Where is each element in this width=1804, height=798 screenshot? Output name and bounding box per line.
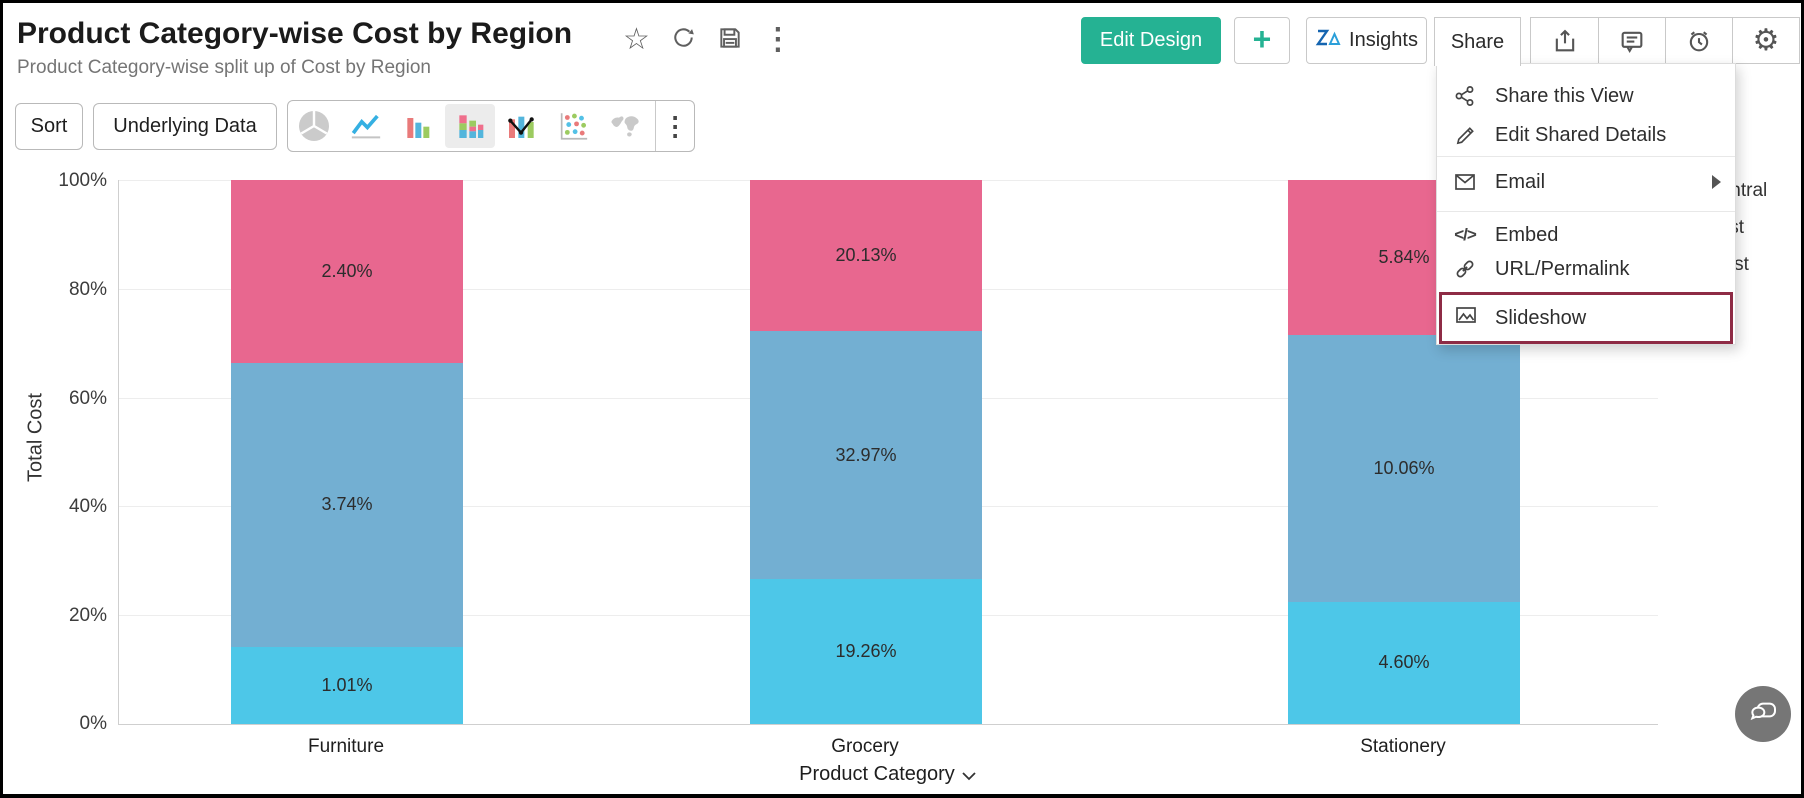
bar-chart-icon[interactable] [393,104,443,148]
bar-segment-central[interactable]: 19.26% [750,579,982,724]
insights-label: Insights [1349,29,1418,51]
y-tick-label: 60% [68,387,107,409]
menu-item-label: Edit Shared Details [1495,123,1667,146]
bar-segment-east[interactable]: 32.97% [750,331,982,580]
menu-item-label: Share this View [1495,84,1634,107]
menu-item-label: URL/Permalink [1495,257,1630,280]
y-tick-label: 0% [79,713,107,734]
bar-grocery: 20.13% 32.97% 19.26% [750,180,982,724]
menu-item-share-this-view[interactable]: Share this View [1437,78,1735,114]
menu-item-url-permalink[interactable]: URL/Permalink [1437,251,1735,287]
page-subtitle: Product Category-wise split up of Cost b… [17,57,431,78]
bar-segment-west[interactable]: 20.13% [750,180,982,332]
x-axis-title-label: Product Category [799,763,955,785]
menu-divider [1437,211,1735,212]
menu-item-slideshow[interactable]: Slideshow [1439,292,1733,344]
menu-item-email[interactable]: Email [1437,164,1735,200]
pie-chart-icon[interactable] [289,104,339,148]
y-tick-label: 100% [58,170,107,191]
x-tick-stationery: Stationery [1360,736,1446,757]
share-button[interactable]: Share [1434,17,1521,66]
alarm-icon[interactable] [1665,18,1732,63]
chat-assistant-button[interactable] [1735,686,1791,742]
title-action-icons: ☆ ⋮ [623,23,793,57]
menu-item-embed[interactable]: </> Embed [1437,217,1735,253]
x-tick-grocery: Grocery [831,736,899,757]
chart-type-switcher: ⋮ [287,100,695,152]
segment-label: 10.06% [1373,457,1435,478]
bar-segment-east[interactable]: 10.06% [1288,334,1520,602]
insights-button[interactable]: Insights [1306,17,1427,64]
bar-segment-west[interactable]: 2.40% [231,180,463,363]
segment-label: 1.01% [321,675,373,696]
gear-icon[interactable]: ⚙ [1732,18,1799,63]
star-icon[interactable]: ☆ [623,23,650,56]
y-tick-label: 40% [68,496,107,518]
comment-icon[interactable] [1598,18,1665,63]
x-axis-title-dropdown[interactable]: Product Category [118,763,1658,786]
menu-item-label: Slideshow [1495,306,1587,329]
bar-furniture: 2.40% 3.74% 1.01% [231,180,463,724]
toolbar-separator [655,101,657,151]
edit-design-button[interactable]: Edit Design [1081,17,1221,64]
menu-item-label: Email [1495,170,1546,193]
bar-segment-central[interactable]: 4.60% [1288,601,1520,724]
menu-divider [1437,156,1735,157]
pencil-icon [1452,124,1478,147]
menu-item-label: Embed [1495,223,1559,246]
stacked-bar-chart-icon[interactable] [444,104,495,148]
segment-label: 3.74% [321,494,373,515]
envelope-icon [1452,170,1478,194]
slideshow-icon [1454,303,1478,333]
underlying-data-button[interactable]: Underlying Data [93,103,277,150]
scatter-chart-icon[interactable] [548,104,598,148]
bar-line-chart-icon[interactable] [497,104,547,148]
share-dropdown-menu: Share this View Edit Shared Details Emai… [1436,63,1736,345]
y-axis-title: Total Cost [24,393,47,482]
y-tick-label: 20% [68,605,107,627]
link-icon [1452,257,1478,281]
chat-bubbles-icon [1747,697,1779,732]
bar-segment-east[interactable]: 3.74% [231,362,463,648]
plot-area: 100% 80% 60% 40% 20% 0% 2.40% 3.74% 1.01% 20.13… [58,170,1658,734]
code-icon: </> [1454,225,1477,244]
bar-segment-central[interactable]: 1.01% [231,647,463,724]
kebab-menu-icon[interactable]: ⋮ [762,23,793,56]
segment-label: 32.97% [835,444,897,465]
submenu-arrow-icon [1712,175,1721,189]
segment-label: 5.84% [1378,246,1430,267]
more-chart-types-icon[interactable]: ⋮ [662,110,689,141]
add-button[interactable]: + [1234,17,1290,64]
x-tick-furniture: Furniture [307,736,385,757]
segment-label: 4.60% [1378,652,1430,673]
page-title: Product Category-wise Cost by Region [17,17,573,50]
segment-label: 19.26% [835,641,897,662]
save-icon[interactable] [717,25,743,56]
segment-label: 20.13% [835,245,897,266]
header-icon-cluster: ⚙ [1530,17,1800,64]
zia-insights-icon [1315,25,1341,57]
y-tick-label: 80% [68,278,107,300]
map-chart-icon[interactable] [600,104,650,148]
segment-label: 2.40% [321,260,373,281]
menu-item-edit-shared-details[interactable]: Edit Shared Details [1437,117,1735,153]
chevron-down-icon [962,772,976,781]
share-nodes-icon [1452,84,1478,108]
line-chart-icon[interactable] [341,104,391,148]
refresh-icon[interactable] [670,24,697,56]
export-icon[interactable] [1531,18,1598,63]
sort-button[interactable]: Sort [15,103,83,150]
